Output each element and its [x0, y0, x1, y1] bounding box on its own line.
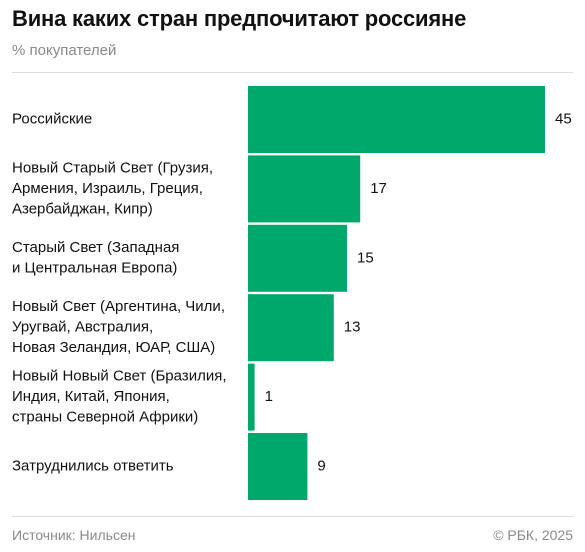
- category-label-0: Российские: [12, 110, 92, 127]
- chart-subtitle: % покупателей: [12, 42, 117, 59]
- footer-divider: [12, 516, 573, 517]
- bar-4: [248, 363, 255, 431]
- value-label-0: 45: [555, 110, 572, 127]
- category-label-1: Новый Старый Свет (Грузия, Армения, Израи…: [12, 159, 213, 217]
- category-label-line: Новый Свет (Аргентина, Чили,: [12, 298, 225, 315]
- bar-2: [248, 224, 347, 292]
- value-label-2: 15: [357, 249, 374, 266]
- category-label-line: Новый Новый Свет (Бразилия,: [12, 368, 227, 385]
- chart-title: Вина каких стран предпочитают россияне: [12, 6, 467, 31]
- value-label-4: 1: [265, 388, 273, 405]
- category-label-line: Новая Зеландия, ЮАР, США): [12, 339, 215, 356]
- bar-0: [248, 86, 545, 153]
- bar-1: [248, 155, 361, 223]
- category-label-line: Армения, Израиль, Греция,: [12, 180, 203, 197]
- category-label-line: страны Северной Африки): [12, 409, 198, 426]
- value-label-3: 13: [344, 319, 361, 336]
- category-label-5: Затруднились ответить: [12, 457, 174, 474]
- value-label-5: 9: [317, 457, 325, 474]
- value-label-1: 17: [370, 180, 387, 197]
- category-label-line: и Центральная Европа): [12, 260, 177, 277]
- category-label-line: Азербайджан, Кипр): [12, 200, 153, 217]
- category-label-line: Старый Свет (Западная: [12, 239, 179, 256]
- copyright-note: © РБК, 2025: [493, 527, 573, 543]
- bar-3: [248, 294, 334, 362]
- category-label-2: Старый Свет (Западная и Центральная Европ…: [12, 239, 179, 276]
- category-label-line: Новый Старый Свет (Грузия,: [12, 159, 213, 176]
- category-label-4: Новый Новый Свет (Бразилия, Индия, Китай,…: [12, 368, 227, 426]
- bar-5: [248, 433, 308, 500]
- category-label-3: Новый Свет (Аргентина, Чили, Уругвай, Авс…: [12, 298, 225, 356]
- category-label-line: Затруднились ответить: [12, 457, 174, 474]
- category-label-line: Уругвай, Австралия,: [12, 319, 153, 336]
- source-note: Источник: Нильсен: [12, 527, 136, 543]
- header-divider: [12, 72, 573, 73]
- category-label-line: Индия, Китай, Япония,: [12, 388, 170, 405]
- category-label-line: Российские: [12, 110, 92, 127]
